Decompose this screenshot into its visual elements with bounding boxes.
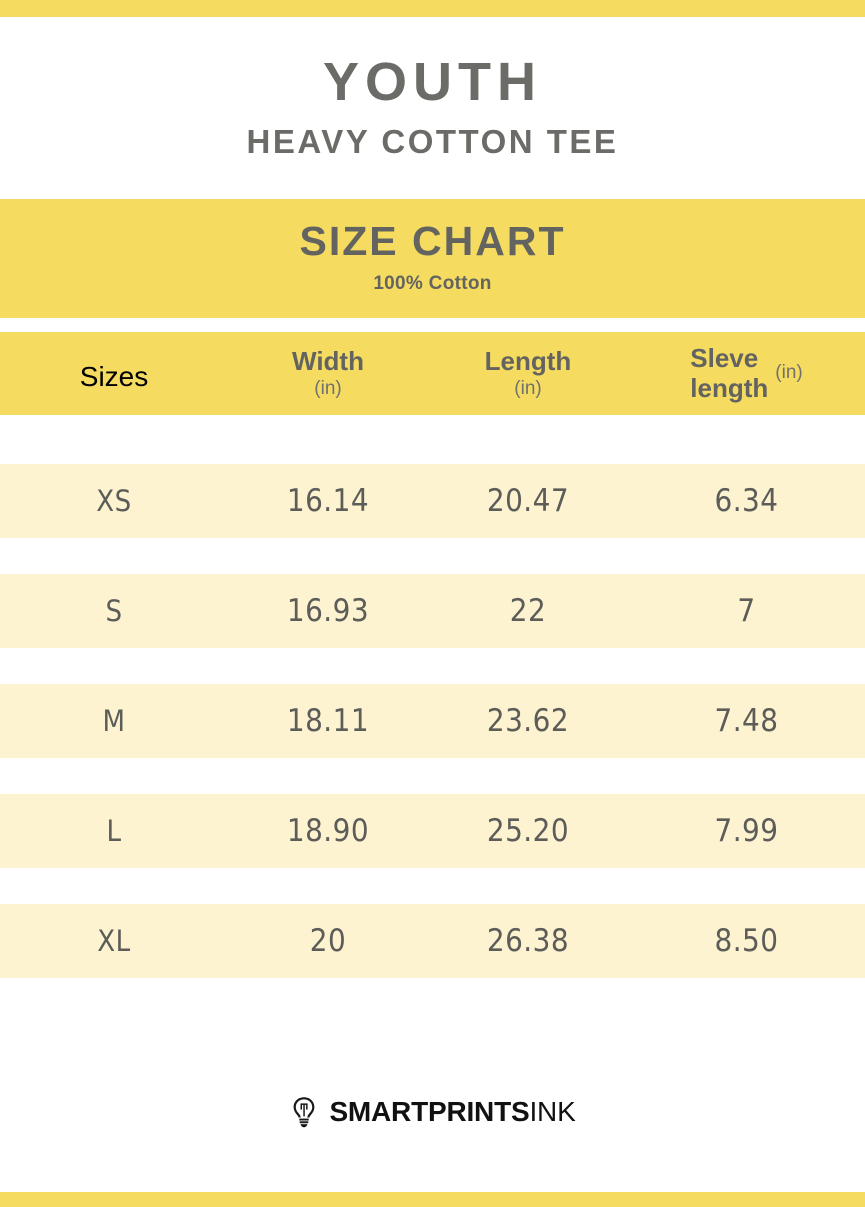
- cell-length: 26.38: [486, 923, 570, 959]
- size-chart-banner: SIZE CHART 100% Cotton: [0, 199, 865, 318]
- title-block: YOUTH HEAVY COTTON TEE: [0, 17, 865, 199]
- table-row: XL 20 26.38 8.50: [0, 904, 865, 978]
- header-label-sizes: Sizes: [79, 360, 149, 392]
- header-unit-sleeve: (in): [775, 361, 803, 383]
- brand-name-bold: SMARTPRINTS: [329, 1096, 530, 1127]
- banner-title: SIZE CHART: [299, 218, 566, 264]
- cell-width: 16.14: [286, 483, 370, 519]
- brand-footer: SMARTPRINTSINK: [0, 1095, 865, 1129]
- header-label-sleeve-line2: length: [690, 372, 769, 403]
- table-row: XS 16.14 20.47 6.34: [0, 464, 865, 538]
- cell-sleeve: 8.50: [714, 923, 779, 959]
- table-row: S 16.93 22 7: [0, 574, 865, 648]
- header-label-sleeve-line1: Sleve: [690, 343, 759, 374]
- page-subtitle: HEAVY COTTON TEE: [246, 122, 619, 160]
- table-header-row: Sizes Width (in) Length (in) Sleve lengt…: [0, 332, 865, 415]
- cell-length: 20.47: [486, 483, 570, 519]
- header-label-width: Width: [292, 346, 364, 377]
- header-cell-length: Length (in): [428, 346, 628, 399]
- bottom-accent-bar: [0, 1192, 865, 1207]
- cell-width: 18.90: [286, 813, 370, 849]
- header-unit-length: (in): [514, 377, 542, 399]
- cell-size: XL: [97, 924, 131, 958]
- cell-sleeve: 7.99: [714, 813, 779, 849]
- page-title: YOUTH: [323, 52, 542, 112]
- row-spacer: [0, 415, 865, 464]
- cell-width: 20: [309, 923, 347, 959]
- size-table: Sizes Width (in) Length (in) Sleve lengt…: [0, 332, 865, 978]
- table-row: M 18.11 23.62 7.48: [0, 684, 865, 758]
- cell-sleeve: 7.48: [714, 703, 779, 739]
- cell-length: 23.62: [486, 703, 570, 739]
- cell-size: S: [105, 594, 123, 628]
- table-row: L 18.90 25.20 7.99: [0, 794, 865, 868]
- lightbulb-icon: [289, 1095, 319, 1129]
- cell-width: 18.11: [286, 703, 370, 739]
- cell-size: XS: [96, 484, 132, 518]
- brand-wordmark: SMARTPRINTSINK: [329, 1096, 575, 1128]
- cell-sleeve: 6.34: [714, 483, 779, 519]
- material-note: 100% Cotton: [373, 273, 492, 295]
- cell-sleeve: 7: [737, 593, 756, 629]
- header-unit-width: (in): [314, 377, 342, 399]
- header-label-length: Length: [484, 346, 572, 377]
- cell-width: 16.93: [286, 593, 370, 629]
- brand-name-light: INK: [529, 1096, 576, 1127]
- row-spacer: [0, 648, 865, 684]
- row-spacer: [0, 758, 865, 794]
- cell-size: M: [102, 704, 126, 738]
- row-spacer: [0, 868, 865, 904]
- header-cell-sizes: Sizes: [0, 355, 228, 393]
- header-cell-sleeve-length: Sleve length (in): [628, 344, 865, 402]
- header-cell-width: Width (in): [228, 346, 428, 399]
- cell-length: 25.20: [486, 813, 570, 849]
- cell-length: 22: [509, 593, 547, 629]
- top-accent-bar: [0, 0, 865, 17]
- row-spacer: [0, 538, 865, 574]
- cell-size: L: [106, 814, 122, 848]
